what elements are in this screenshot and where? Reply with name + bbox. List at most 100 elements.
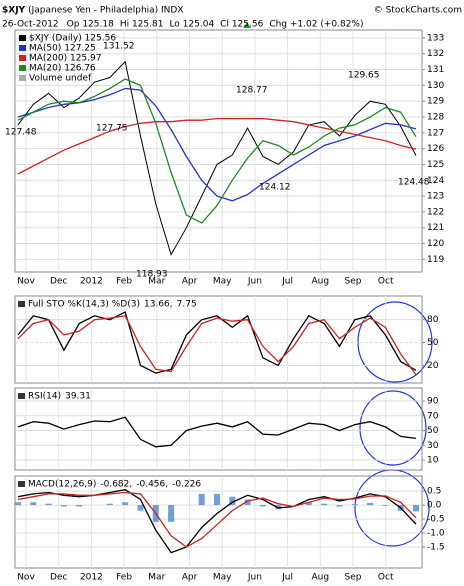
price-annotation: 127.75 <box>96 124 128 134</box>
series-line <box>17 60 417 256</box>
panel-frame <box>14 387 423 471</box>
legend-swatch <box>19 35 26 41</box>
y-tick-label: 20 <box>427 361 439 371</box>
quote: Lo 125.04 <box>169 20 214 30</box>
legend-label: -0.226 <box>172 480 201 490</box>
histogram-bar <box>122 502 129 506</box>
y-tick-label: 126 <box>427 144 444 154</box>
source: © StockCharts.com <box>374 6 462 16</box>
price-annotation: 124.12 <box>259 183 291 193</box>
price-annotation: 124.48 <box>398 178 430 188</box>
histogram-bar <box>60 505 67 507</box>
x-tick-label: Aug <box>312 573 330 583</box>
y-tick-label: 131 <box>427 65 444 75</box>
histogram-bar <box>367 502 374 506</box>
highlight-circle <box>357 301 433 383</box>
x-tick-label: Feb <box>116 573 132 583</box>
panel-title: Full STO %K(14,3) %D(3) <box>28 300 140 310</box>
x-tick-label: Jul <box>281 573 293 583</box>
legend-label: $XJY (Daily) 125.56 <box>29 34 116 44</box>
x-tick-label: Oct <box>378 573 394 583</box>
x-tick-label: Sep <box>345 277 362 287</box>
legend-swatch <box>19 75 26 81</box>
y-tick-label: 124 <box>427 176 444 186</box>
x-tick-label: Jul <box>281 277 293 287</box>
panel-title: MACD(12,26,9) <box>28 480 96 490</box>
x-tick-label: Mar <box>148 277 165 287</box>
y-tick-label: 30 <box>427 441 439 451</box>
y-tick-label: 128 <box>427 112 444 122</box>
legend-label: 13.66, <box>144 300 173 310</box>
series-line <box>17 117 417 175</box>
legend-label: MA(50) 127.25 <box>29 44 96 54</box>
y-tick-label: 129 <box>427 97 444 107</box>
y-tick-label: 80 <box>427 315 439 325</box>
x-tick-label: Nov <box>17 573 35 583</box>
title-swatch <box>18 481 25 487</box>
y-tick-label: 125 <box>427 160 444 170</box>
y-tick-label: -1.5 <box>427 543 445 553</box>
histogram-bar <box>259 505 266 507</box>
symbol: $XJY <box>2 6 26 16</box>
x-tick-label: Feb <box>116 277 132 287</box>
histogram-bar <box>106 503 113 506</box>
legend-label: -0.456, <box>136 480 168 490</box>
series-line <box>17 78 417 224</box>
histogram-bar <box>336 505 343 507</box>
histogram-bar <box>30 502 37 506</box>
x-tick-label: Apr <box>182 573 198 583</box>
y-tick-label: 127 <box>427 128 444 138</box>
y-tick-label: 0.5 <box>427 487 441 497</box>
x-tick-label: 2012 <box>80 277 103 287</box>
price-annotation: 131.52 <box>103 42 135 52</box>
x-tick-label: Sep <box>345 573 362 583</box>
x-tick-label: Apr <box>182 277 198 287</box>
histogram-bar <box>244 499 251 506</box>
x-tick-label: May <box>213 277 232 287</box>
histogram-bar <box>168 505 175 522</box>
histogram-bar <box>229 496 236 506</box>
quote: Op 125.18 <box>67 20 114 30</box>
panel-frame <box>14 475 423 569</box>
y-tick-label: 120 <box>427 239 444 249</box>
date: 26-Oct-2012 <box>2 20 59 30</box>
histogram-bar <box>198 493 205 506</box>
histogram-bar <box>305 502 312 506</box>
y-tick-label: 133 <box>427 33 444 43</box>
panel-frame <box>14 295 423 384</box>
series-line <box>17 416 417 448</box>
series-line <box>17 311 417 374</box>
x-tick-label: 2012 <box>80 573 103 583</box>
x-tick-label: Nov <box>17 277 35 287</box>
y-tick-label: 0.0 <box>427 501 442 511</box>
x-tick-label: Jun <box>247 277 262 287</box>
legend-label: 7.75 <box>177 300 197 310</box>
legend-label: -0.682, <box>100 480 132 490</box>
y-tick-label: -1.0 <box>427 529 445 539</box>
y-tick-label: 50 <box>427 338 439 348</box>
y-tick-label: 70 <box>427 411 439 421</box>
y-tick-label: 122 <box>427 207 444 217</box>
x-tick-label: Mar <box>148 573 165 583</box>
title-swatch <box>18 393 25 399</box>
y-tick-label: 130 <box>427 81 444 91</box>
y-tick-label: 121 <box>427 223 444 233</box>
histogram-bar <box>382 505 389 506</box>
highlight-circle <box>359 390 427 466</box>
y-tick-label: 10 <box>427 456 439 466</box>
panel-title: RSI(14) <box>28 392 61 402</box>
histogram-bar <box>321 503 328 506</box>
histogram-bar <box>351 504 358 506</box>
histogram-bar <box>137 505 144 511</box>
price-annotation: 127.48 <box>5 128 37 138</box>
quote: Cl 125.56 <box>220 20 263 30</box>
y-tick-label: 132 <box>427 49 444 59</box>
histogram-bar <box>45 503 52 506</box>
quote: Chg +1.02 (+0.82%) <box>269 20 363 30</box>
series-line <box>17 315 417 376</box>
legend-swatch <box>19 65 26 71</box>
histogram-bar <box>413 505 419 512</box>
x-tick-label: Oct <box>378 277 394 287</box>
legend-swatch <box>19 55 26 61</box>
